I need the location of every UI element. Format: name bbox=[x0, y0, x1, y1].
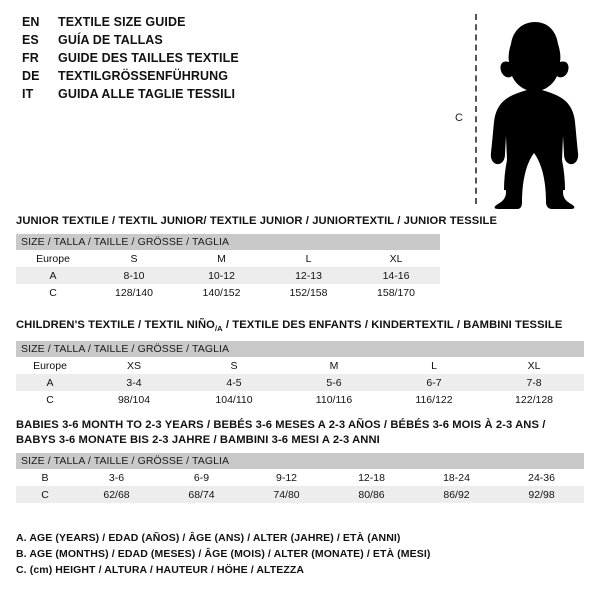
table-row: A 8-10 10-12 12-13 14-16 bbox=[16, 267, 441, 284]
legend-line-c: C. (cm) HEIGHT / ALTURA / HAUTEUR / HÖHE… bbox=[16, 564, 305, 576]
children-bar-label: SIZE / TALLA / TAILLE / GRÖSSE / TAGLIA bbox=[21, 343, 230, 356]
cell: 12-18 bbox=[329, 469, 414, 486]
babies-section-title-line1: BABIES 3-6 MONTH TO 2-3 YEARS / BEBÉS 3-… bbox=[16, 419, 546, 431]
table-row: A 3-4 4-5 5-6 6-7 7-8 bbox=[16, 374, 585, 392]
cell: XS bbox=[84, 357, 184, 375]
cell: 68/74 bbox=[159, 486, 244, 503]
cell: 128/140 bbox=[90, 284, 178, 301]
toddler-silhouette-icon bbox=[490, 22, 579, 209]
cell: 80/86 bbox=[329, 486, 414, 503]
cell: 5-6 bbox=[284, 374, 384, 392]
babies-bar-label: SIZE / TALLA / TAILLE / GRÖSSE / TAGLIA bbox=[21, 455, 230, 467]
language-title: GUIDE DES TAILLES TEXTILE bbox=[58, 51, 239, 65]
row-label: C bbox=[16, 391, 84, 409]
junior-table-header-bar: SIZE / TALLA / TAILLE / GRÖSSE / TAGLIA bbox=[16, 234, 441, 250]
section-junior-textile: JUNIOR TEXTILE / TEXTIL JUNIOR/ TEXTILE … bbox=[16, 214, 498, 301]
section-childrens-textile: CHILDREN'S TEXTILE / TEXTIL NIÑO/A / TEX… bbox=[16, 318, 585, 409]
table-row: B 3-6 6-9 9-12 12-18 18-24 24-36 bbox=[16, 469, 585, 486]
children-size-table: SIZE / TALLA / TAILLE / GRÖSSE / TAGLIA … bbox=[16, 341, 585, 409]
cell: XL bbox=[352, 250, 441, 267]
cell: 24-36 bbox=[499, 469, 585, 486]
cell: 14-16 bbox=[352, 267, 441, 284]
language-row: EN TEXTILE SIZE GUIDE bbox=[22, 13, 422, 31]
junior-section-title: JUNIOR TEXTILE / TEXTIL JUNIOR/ TEXTILE … bbox=[16, 215, 498, 227]
height-axis-label: C bbox=[455, 112, 464, 124]
height-dashed-line-icon bbox=[475, 14, 477, 204]
table-row: C 128/140 140/152 152/158 158/170 bbox=[16, 284, 441, 301]
cell: S bbox=[184, 357, 284, 375]
language-row: FR GUIDE DES TAILLES TEXTILE bbox=[22, 49, 422, 67]
children-table-header-bar: SIZE / TALLA / TAILLE / GRÖSSE / TAGLIA bbox=[16, 341, 585, 358]
children-title-post: / TEXTILE DES ENFANTS / KINDERTEXTIL / B… bbox=[222, 319, 563, 331]
row-label: A bbox=[16, 267, 90, 284]
row-label: C bbox=[16, 284, 90, 301]
cell: 122/128 bbox=[484, 391, 585, 409]
language-title: TEXTILGRÖSSENFÜHRUNG bbox=[58, 69, 229, 83]
legend-line-b: B. AGE (MONTHS) / EDAD (MESES) / ÂGE (MO… bbox=[16, 548, 431, 560]
cell: 10-12 bbox=[178, 267, 265, 284]
cell: S bbox=[90, 250, 178, 267]
language-code: EN bbox=[22, 15, 40, 29]
junior-bar-label: SIZE / TALLA / TAILLE / GRÖSSE / TAGLIA bbox=[21, 236, 230, 248]
cell: 116/122 bbox=[384, 391, 484, 409]
row-label: A bbox=[16, 374, 84, 392]
cell: 86/92 bbox=[414, 486, 499, 503]
babies-section-title-line2: BABYS 3-6 MONATE BIS 2-3 JAHRE / BAMBINI… bbox=[16, 434, 380, 446]
language-code: FR bbox=[22, 51, 39, 65]
cell: XL bbox=[484, 357, 585, 375]
language-title-list: EN TEXTILE SIZE GUIDE ES GUÍA DE TALLAS … bbox=[22, 13, 422, 103]
junior-size-table: SIZE / TALLA / TAILLE / GRÖSSE / TAGLIA … bbox=[16, 234, 441, 301]
language-title: GUÍA DE TALLAS bbox=[58, 33, 163, 47]
language-row: ES GUÍA DE TALLAS bbox=[22, 31, 422, 49]
table-row: C 62/68 68/74 74/80 80/86 86/92 92/98 bbox=[16, 486, 585, 503]
cell: 6-7 bbox=[384, 374, 484, 392]
section-babies-textile: BABIES 3-6 MONTH TO 2-3 YEARS / BEBÉS 3-… bbox=[16, 418, 585, 503]
language-row: IT GUIDA ALLE TAGLIE TESSILI bbox=[22, 85, 422, 103]
babies-size-table: SIZE / TALLA / TAILLE / GRÖSSE / TAGLIA … bbox=[16, 453, 585, 503]
cell: 140/152 bbox=[178, 284, 265, 301]
cell: 8-10 bbox=[90, 267, 178, 284]
cell: L bbox=[384, 357, 484, 375]
language-row: DE TEXTILGRÖSSENFÜHRUNG bbox=[22, 67, 422, 85]
cell: 3-6 bbox=[74, 469, 159, 486]
legend-line-a: A. AGE (YEARS) / EDAD (AÑOS) / ÂGE (ANS)… bbox=[16, 532, 401, 544]
measurement-legend: A. AGE (YEARS) / EDAD (AÑOS) / ÂGE (ANS)… bbox=[16, 530, 576, 578]
cell: 7-8 bbox=[484, 374, 585, 392]
cell: M bbox=[178, 250, 265, 267]
table-row: Europe S M L XL bbox=[16, 250, 441, 267]
row-label: B bbox=[16, 469, 74, 486]
cell: 152/158 bbox=[265, 284, 352, 301]
children-title-pre: CHILDREN'S TEXTILE / TEXTIL NIÑO bbox=[16, 319, 215, 331]
cell: 9-12 bbox=[244, 469, 329, 486]
children-section-title: CHILDREN'S TEXTILE / TEXTIL NIÑO/A / TEX… bbox=[16, 318, 584, 336]
babies-table-header-bar: SIZE / TALLA / TAILLE / GRÖSSE / TAGLIA bbox=[16, 453, 585, 469]
cell: 98/104 bbox=[84, 391, 184, 409]
table-row: C 98/104 104/110 110/116 116/122 122/128 bbox=[16, 391, 585, 409]
cell: 110/116 bbox=[284, 391, 384, 409]
row-label: C bbox=[16, 486, 74, 503]
cell: 62/68 bbox=[74, 486, 159, 503]
cell: 18-24 bbox=[414, 469, 499, 486]
cell: 12-13 bbox=[265, 267, 352, 284]
children-title-subscript: /A bbox=[214, 324, 223, 334]
cell: 4-5 bbox=[184, 374, 284, 392]
cell: 104/110 bbox=[184, 391, 284, 409]
height-measurement-figure: C bbox=[445, 8, 595, 209]
cell: 92/98 bbox=[499, 486, 585, 503]
cell: 6-9 bbox=[159, 469, 244, 486]
language-title: TEXTILE SIZE GUIDE bbox=[58, 15, 186, 29]
cell: 158/170 bbox=[352, 284, 441, 301]
header: EN TEXTILE SIZE GUIDE ES GUÍA DE TALLAS … bbox=[0, 0, 600, 209]
cell: 3-4 bbox=[84, 374, 184, 392]
row-label: Europe bbox=[16, 357, 84, 375]
table-row: Europe XS S M L XL bbox=[16, 357, 585, 375]
language-code: DE bbox=[22, 69, 40, 83]
cell: M bbox=[284, 357, 384, 375]
row-label: Europe bbox=[16, 250, 90, 267]
cell: 74/80 bbox=[244, 486, 329, 503]
language-title: GUIDA ALLE TAGLIE TESSILI bbox=[58, 87, 236, 101]
language-code: ES bbox=[22, 33, 39, 47]
language-code: IT bbox=[22, 87, 34, 101]
cell: L bbox=[265, 250, 352, 267]
